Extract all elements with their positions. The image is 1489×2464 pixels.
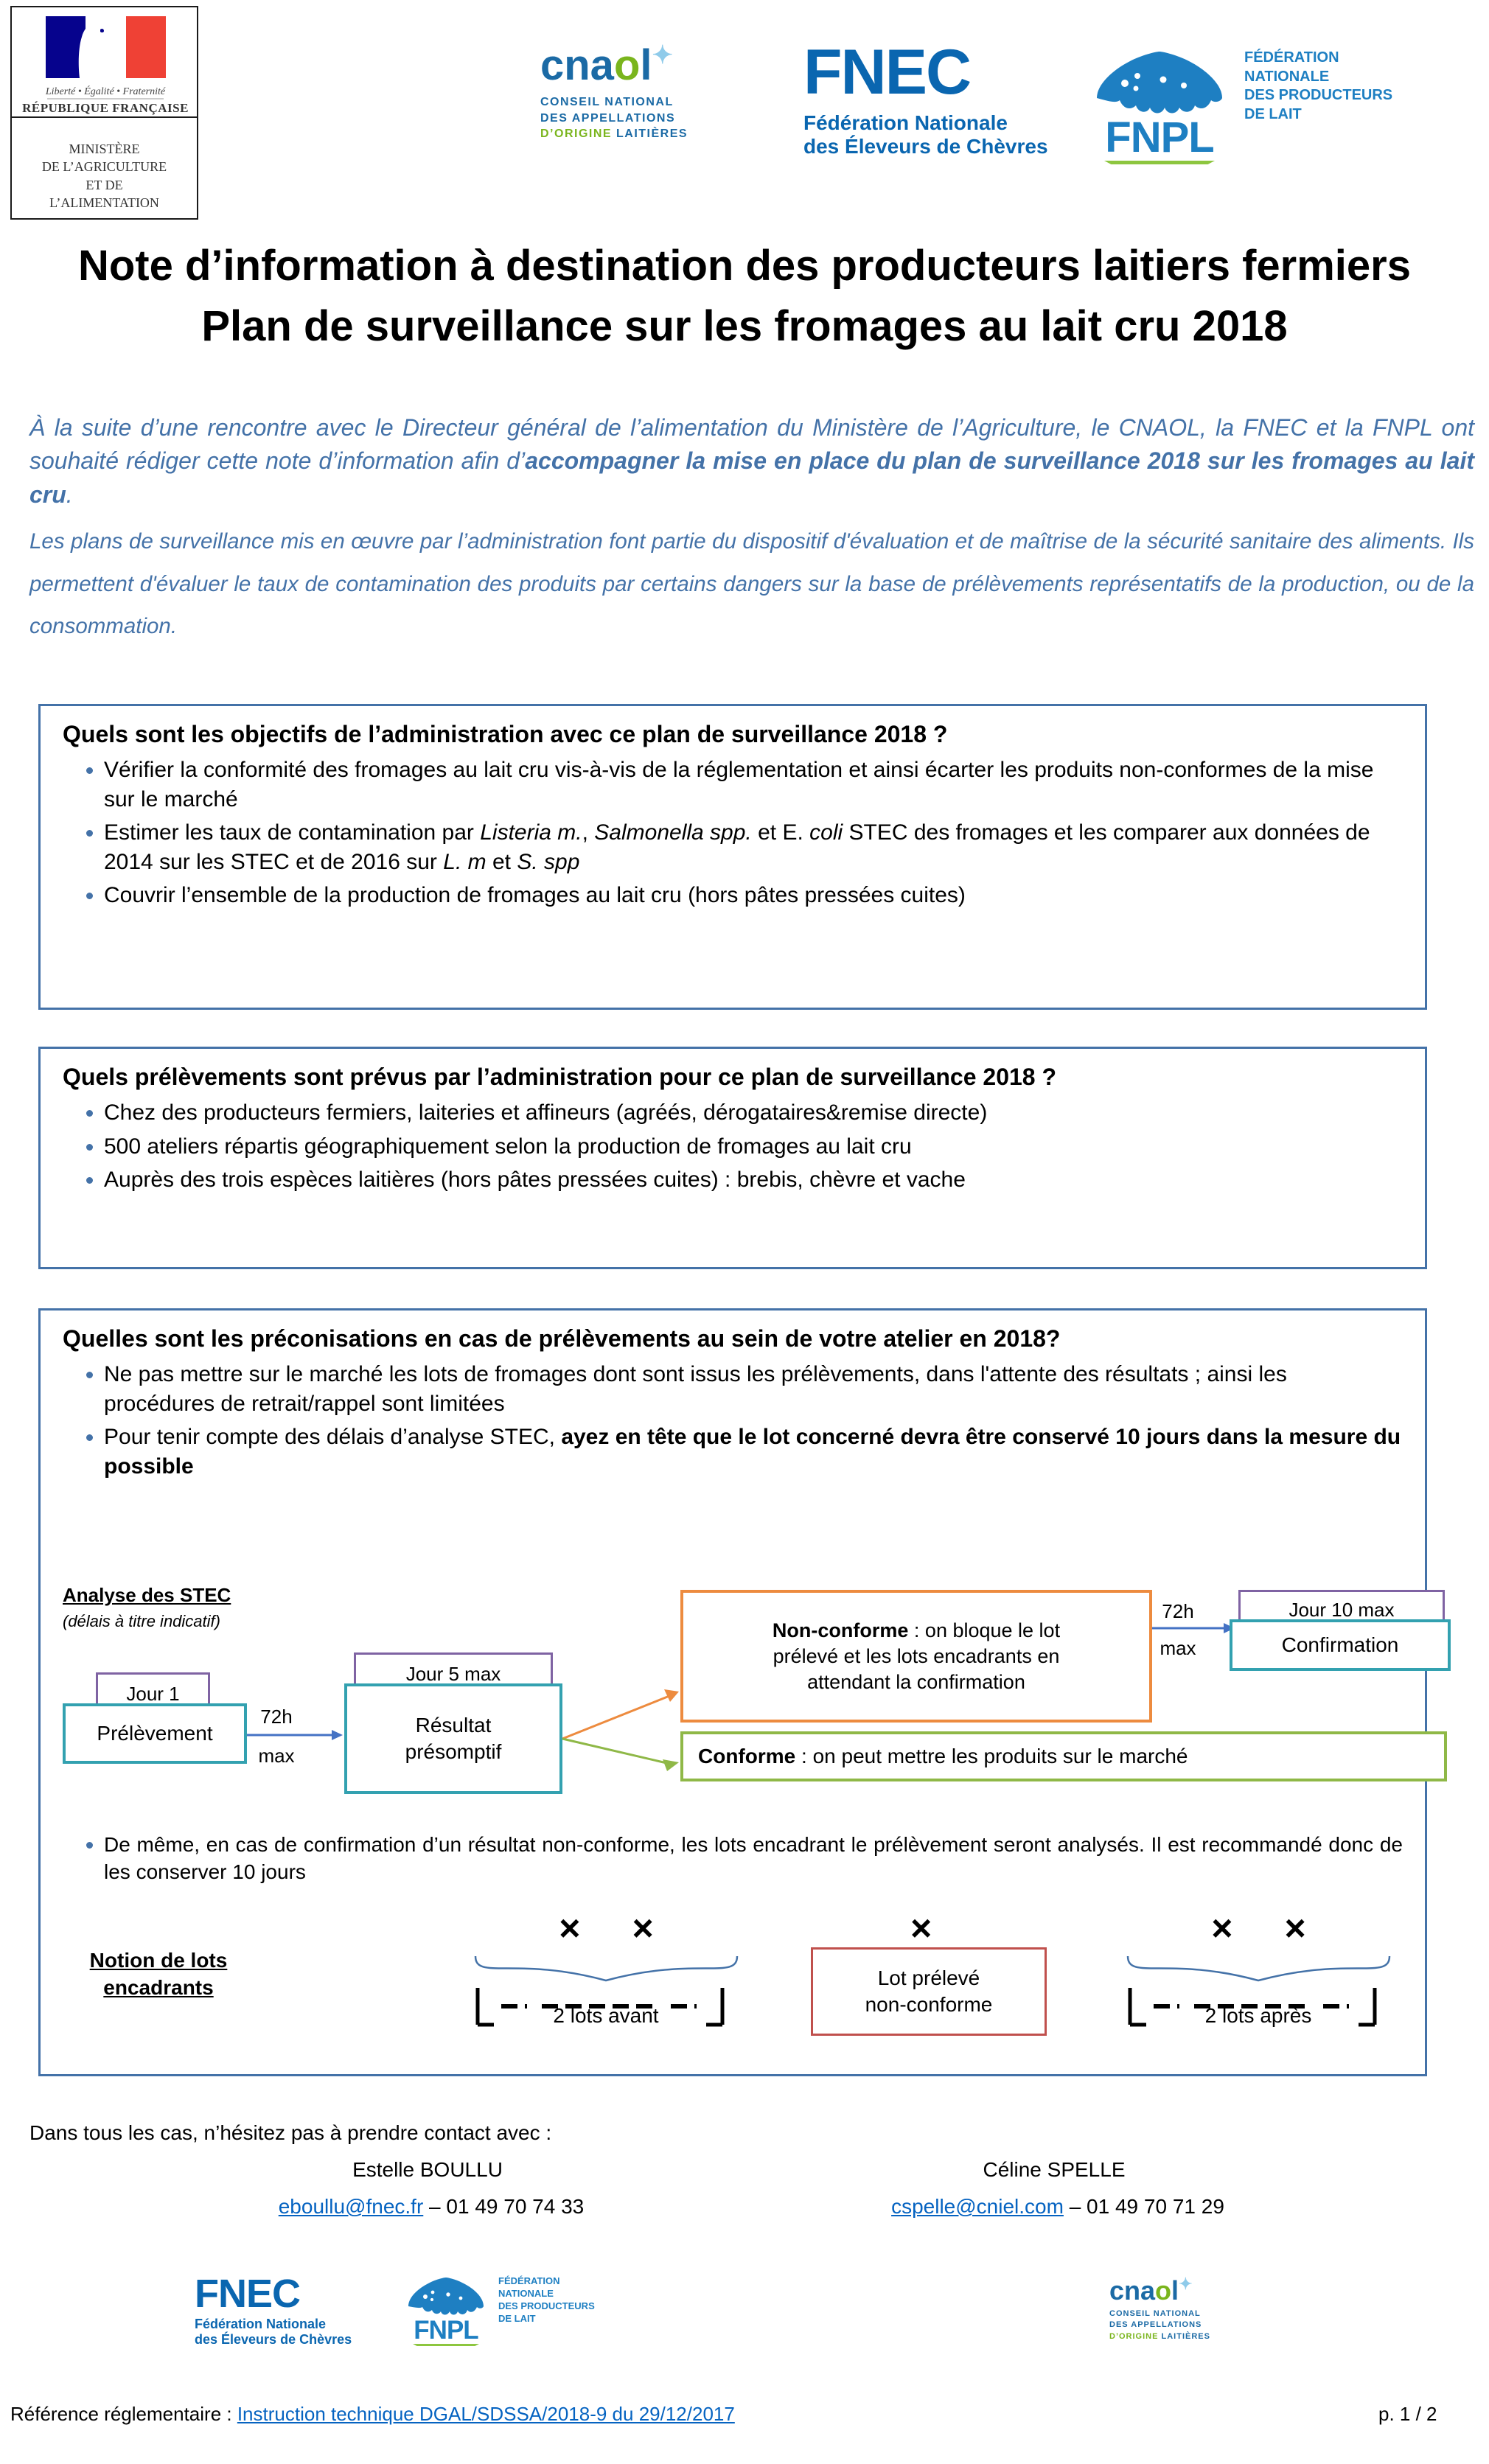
svg-text:RÉPUBLIQUE FRANÇAISE: RÉPUBLIQUE FRANÇAISE: [22, 101, 189, 115]
svg-text:FNPL: FNPL: [1105, 114, 1213, 161]
svg-text:2 lots après: 2 lots après: [1205, 2004, 1312, 2027]
svg-text:Liberté • Égalité • Fraternité: Liberté • Égalité • Fraternité: [45, 85, 166, 97]
svg-text:2 lots avant: 2 lots avant: [553, 2004, 658, 2027]
svg-text:FNPL: FNPL: [414, 2316, 478, 2345]
